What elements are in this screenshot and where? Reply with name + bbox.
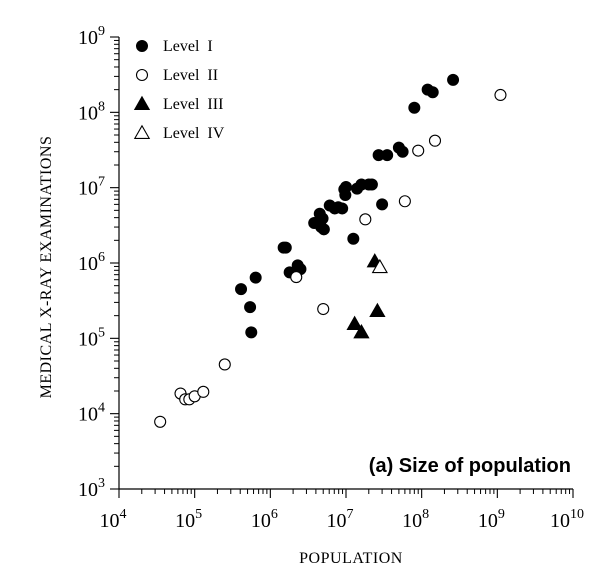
series-2-point xyxy=(359,213,372,226)
series-2-point xyxy=(412,144,425,157)
x-tick-label: 107 xyxy=(327,507,354,532)
series-1-point xyxy=(317,223,330,236)
series-1-point xyxy=(408,101,421,114)
series-3-point xyxy=(353,324,370,339)
legend: Level I Level II Level III Level IV xyxy=(133,38,225,142)
legend-label-2: Level II xyxy=(163,67,218,84)
series-2-point xyxy=(398,195,411,208)
series-1-point xyxy=(396,145,409,158)
y-axis-title: MEDICAL X-RAY EXAMINATIONS xyxy=(38,136,55,399)
series-1-point xyxy=(244,301,257,314)
x-axis-title: POPULATION xyxy=(299,550,403,567)
series-1-point xyxy=(249,271,262,284)
y-tick-label: 103 xyxy=(78,476,105,501)
y-tick-label: 107 xyxy=(78,175,105,200)
legend-marker-2 xyxy=(135,68,149,82)
legend-marker-4 xyxy=(133,124,151,139)
legend-label-1: Level I xyxy=(163,38,213,55)
y-tick-label: 104 xyxy=(78,401,105,426)
series-1-point xyxy=(347,232,360,245)
series-1-point xyxy=(447,73,460,86)
y-tick-label: 106 xyxy=(78,250,105,275)
series-1-point xyxy=(336,202,349,215)
legend-label-4: Level IV xyxy=(163,125,225,142)
series-2-point xyxy=(428,134,442,147)
x-tick-label: 106 xyxy=(251,507,278,532)
series-2-point xyxy=(218,358,231,371)
series-1-point xyxy=(381,149,394,162)
series-2-point xyxy=(154,415,167,428)
data-markers xyxy=(154,73,507,428)
legend-marker-3 xyxy=(133,95,151,110)
series-2-point xyxy=(197,385,210,398)
series-2-point xyxy=(290,271,303,284)
x-tick-label: 1010 xyxy=(550,507,584,532)
tick-labels: 104 105 106 107 108 109 1010 103 104 105 106 107 108… xyxy=(78,24,584,532)
series-4-point xyxy=(371,258,388,274)
series-1-point xyxy=(245,326,258,339)
y-tick-label: 105 xyxy=(78,325,105,350)
series-3-point xyxy=(346,315,363,330)
x-tick-label: 105 xyxy=(175,507,202,532)
chart-annotation: (a) Size of population xyxy=(369,455,571,477)
series-1-point xyxy=(376,198,389,211)
series-3-point xyxy=(369,302,386,318)
series-1-point xyxy=(365,178,378,191)
y-tick-label: 108 xyxy=(78,99,105,124)
ticks xyxy=(110,36,574,498)
series-2-point xyxy=(317,302,330,316)
series-1-point xyxy=(426,86,439,99)
series-1-point xyxy=(279,241,292,254)
legend-label-3: Level III xyxy=(163,96,223,113)
y-tick-label: 109 xyxy=(78,24,105,49)
series-1-point xyxy=(316,212,329,225)
series-2-point xyxy=(494,88,507,102)
x-tick-label: 108 xyxy=(402,507,429,532)
x-tick-label: 104 xyxy=(100,507,127,532)
x-tick-label: 109 xyxy=(478,507,505,532)
series-1-point xyxy=(235,283,248,296)
series-1-point xyxy=(340,181,352,194)
legend-marker-1 xyxy=(136,40,148,52)
